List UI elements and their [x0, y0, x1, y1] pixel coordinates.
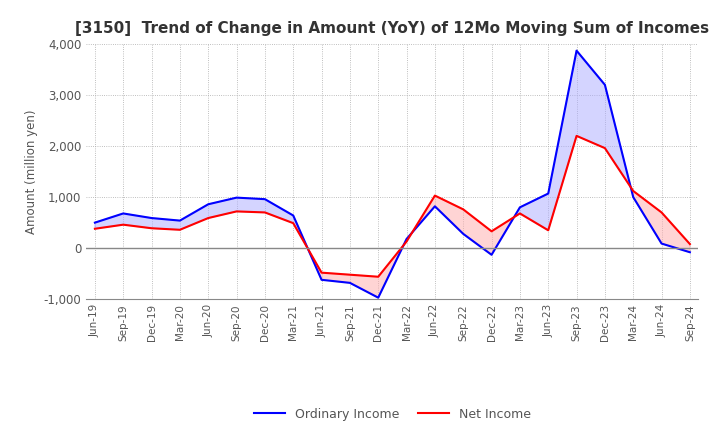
Ordinary Income: [233, 195, 241, 200]
Ordinary Income: [516, 205, 524, 210]
Ordinary Income: [261, 197, 269, 202]
Ordinary Income: [459, 231, 467, 237]
Net Income: [148, 226, 156, 231]
Net Income: [176, 227, 184, 232]
Line: Net Income: Net Income: [95, 136, 690, 277]
Ordinary Income: [487, 252, 496, 257]
Ordinary Income: [374, 295, 382, 301]
Net Income: [600, 146, 609, 151]
Ordinary Income: [600, 82, 609, 88]
Ordinary Income: [629, 194, 637, 200]
Net Income: [374, 274, 382, 279]
Net Income: [346, 272, 354, 277]
Net Income: [119, 222, 127, 227]
Ordinary Income: [685, 249, 694, 255]
Net Income: [516, 211, 524, 216]
Ordinary Income: [431, 204, 439, 209]
Net Income: [204, 216, 212, 221]
Legend: Ordinary Income, Net Income: Ordinary Income, Net Income: [248, 403, 536, 425]
Ordinary Income: [91, 220, 99, 225]
Y-axis label: Amount (million yen): Amount (million yen): [25, 110, 38, 234]
Line: Ordinary Income: Ordinary Income: [95, 51, 690, 298]
Net Income: [289, 220, 297, 226]
Net Income: [657, 210, 666, 215]
Ordinary Income: [176, 218, 184, 223]
Net Income: [685, 242, 694, 247]
Ordinary Income: [657, 241, 666, 246]
Ordinary Income: [289, 213, 297, 218]
Net Income: [402, 239, 411, 244]
Net Income: [261, 210, 269, 215]
Title: [3150]  Trend of Change in Amount (YoY) of 12Mo Moving Sum of Incomes: [3150] Trend of Change in Amount (YoY) o…: [76, 21, 709, 36]
Net Income: [318, 270, 326, 275]
Net Income: [431, 193, 439, 198]
Ordinary Income: [318, 277, 326, 282]
Ordinary Income: [402, 236, 411, 242]
Net Income: [459, 207, 467, 212]
Ordinary Income: [204, 202, 212, 207]
Net Income: [487, 229, 496, 234]
Ordinary Income: [148, 216, 156, 221]
Net Income: [233, 209, 241, 214]
Ordinary Income: [119, 211, 127, 216]
Net Income: [544, 227, 552, 233]
Net Income: [572, 133, 581, 139]
Net Income: [629, 188, 637, 194]
Net Income: [91, 226, 99, 231]
Ordinary Income: [544, 191, 552, 196]
Ordinary Income: [572, 48, 581, 53]
Ordinary Income: [346, 280, 354, 286]
